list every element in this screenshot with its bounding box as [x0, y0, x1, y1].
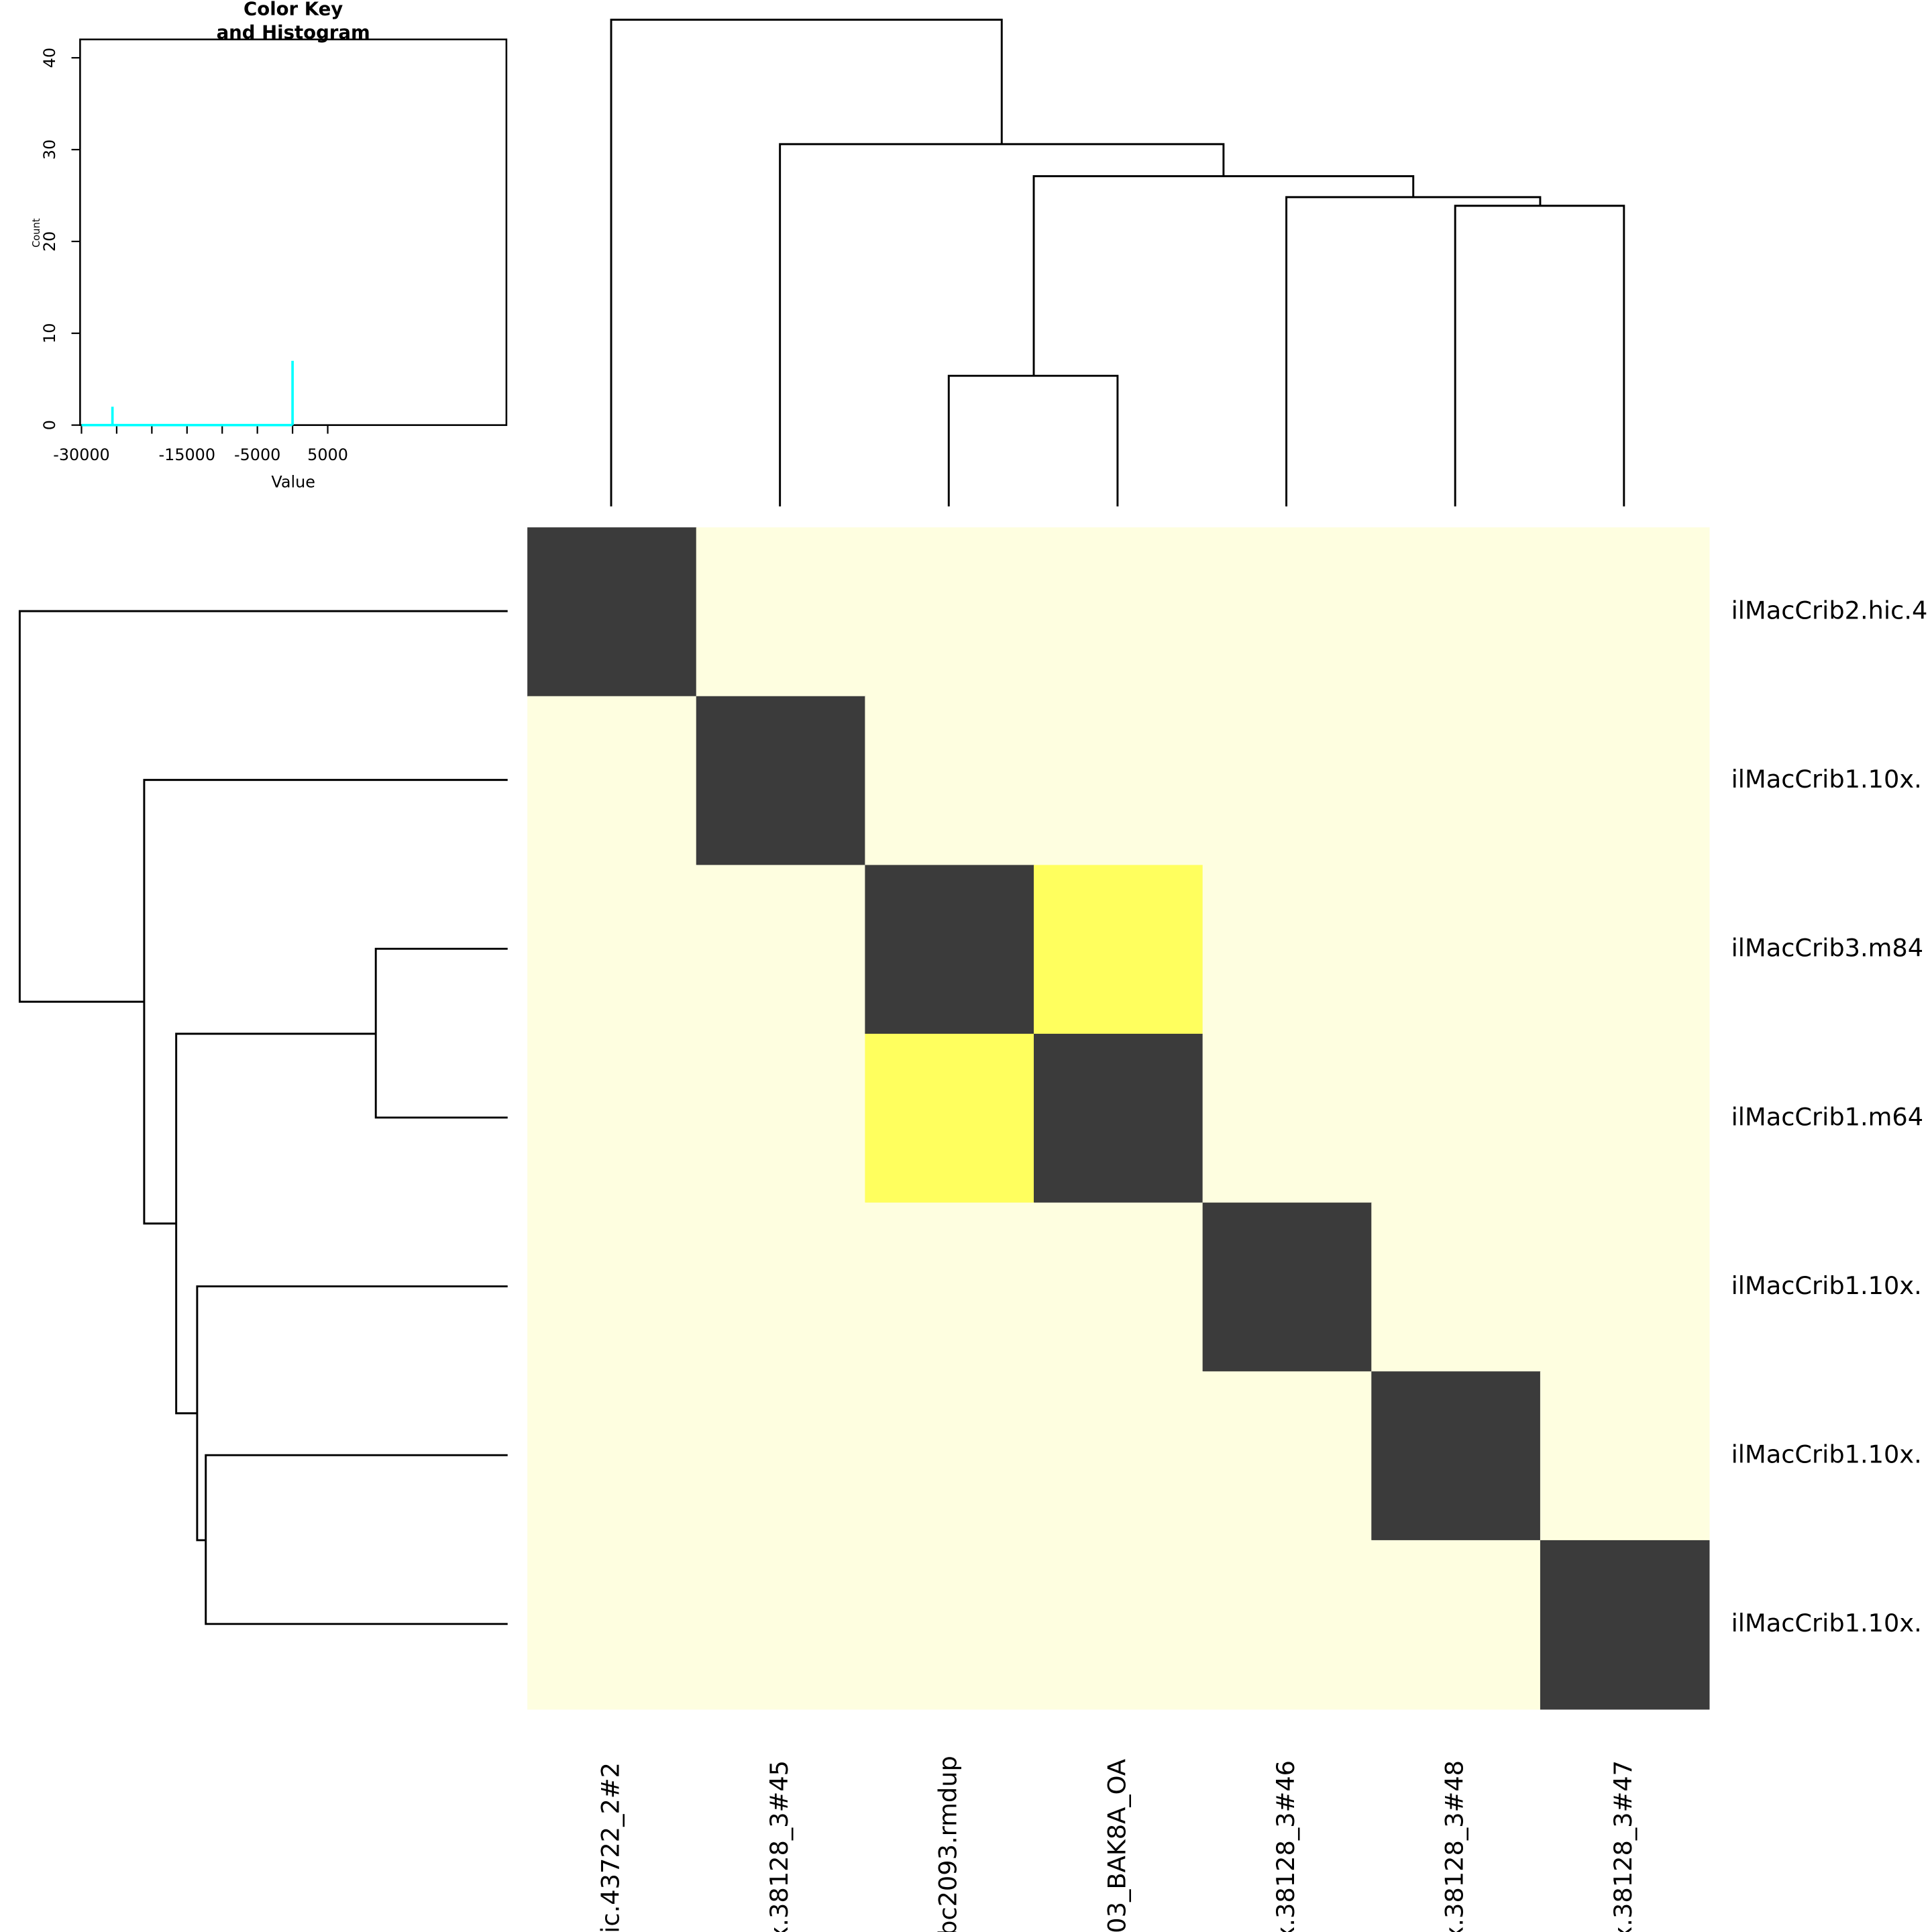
heatmap-cell — [865, 696, 1034, 866]
heatmap-cell — [865, 527, 1034, 697]
x-tick-label: 5000 — [307, 445, 348, 464]
heatmap-cell — [527, 1034, 697, 1203]
heatmap-cell — [1540, 527, 1710, 697]
heatmap-cell — [527, 1202, 697, 1373]
heatmap-cell — [696, 1371, 866, 1541]
heatmap-cell — [865, 865, 1034, 1034]
heatmap-cell — [1371, 696, 1541, 866]
heatmap-cell — [1202, 696, 1373, 866]
heatmap-cell — [1540, 696, 1710, 866]
heatmap-cell — [1540, 1540, 1710, 1710]
row-label: ilMacCrib1.m64 — [1731, 1102, 1924, 1131]
row-label: ilMacCrib1.10x. — [1731, 1271, 1922, 1300]
x-tick-label: -30000 — [53, 445, 110, 464]
heatmap-cell — [527, 865, 697, 1034]
heatmap-cell — [696, 1034, 866, 1203]
row-label: ilMacCrib1.10x. — [1731, 1609, 1922, 1638]
y-tick-label: 20 — [40, 231, 59, 252]
heatmap-cell — [1371, 865, 1541, 1034]
heatmap-cell — [1371, 1034, 1541, 1203]
heatmap-cell — [1034, 527, 1203, 697]
heatmap-cell — [1540, 1034, 1710, 1203]
heatmap-cell — [696, 527, 866, 697]
y-tick-label: 40 — [40, 48, 59, 68]
heatmap-cell — [696, 696, 866, 866]
key-xlabel: Value — [271, 473, 315, 492]
heatmap-cell — [1034, 1202, 1203, 1373]
heatmap-cell — [527, 1540, 697, 1710]
heatmap-cell — [1034, 696, 1203, 866]
heatmap-cell — [1202, 865, 1373, 1034]
x-tick-label: -5000 — [234, 445, 280, 464]
column-label: 0x.38128_3#45 — [765, 1760, 794, 1932]
heatmap-cell — [1540, 1371, 1710, 1541]
heatmap-cell — [696, 865, 866, 1034]
row-label: ilMacCrib2.hic.4 — [1731, 596, 1928, 625]
heatmap-cell — [696, 1202, 866, 1373]
y-tick-label: 0 — [40, 420, 59, 430]
heatmap-cell — [527, 1371, 697, 1541]
heatmap-cell — [1202, 527, 1373, 697]
heatmap-cell — [1540, 1202, 1710, 1373]
column-label: .hic.43722_2#2 — [596, 1762, 625, 1932]
heatmap-cell — [1371, 1540, 1541, 1710]
heatmap-cell — [1371, 527, 1541, 697]
heatmap-cell — [1034, 1034, 1203, 1203]
heatmap-cell — [696, 1540, 866, 1710]
column-label: .003_BAK8A_OA — [1102, 1759, 1131, 1932]
x-tick-label: -15000 — [159, 445, 216, 464]
heatmap-cell — [1202, 1202, 1373, 1373]
heatmap-cell — [1202, 1540, 1373, 1710]
heatmap-cell — [1540, 865, 1710, 1034]
column-label: s.bc2093.rmdup — [934, 1756, 963, 1932]
row-label: ilMacCrib1.10x. — [1731, 1440, 1922, 1469]
heatmap-cell — [1034, 1371, 1203, 1541]
column-label: 0x.38128_3#46 — [1271, 1760, 1300, 1932]
heatmap-cell — [1371, 1202, 1541, 1373]
heatmap-cell — [1202, 1034, 1373, 1203]
y-tick-label: 30 — [40, 140, 59, 160]
heatmap-cell — [865, 1540, 1034, 1710]
key-title: and Histogram — [217, 22, 370, 44]
row-dendrogram — [18, 610, 508, 1625]
heatmap-cell — [1202, 1371, 1373, 1541]
row-label: ilMacCrib1.10x. — [1731, 765, 1922, 794]
heatmap-cell — [527, 696, 697, 866]
row-label: ilMacCrib3.m84 — [1731, 934, 1924, 963]
key-ylabel: Count — [31, 218, 42, 248]
key-title: Color Key — [244, 0, 343, 20]
heatmap-cell — [527, 527, 697, 697]
column-label: 0x.38128_3#47 — [1609, 1760, 1638, 1932]
heatmap-cell — [1371, 1371, 1541, 1541]
heatmap-cell — [1034, 865, 1203, 1034]
heatmap-cell — [865, 1202, 1034, 1373]
column-label: 0x.38128_3#48 — [1440, 1760, 1469, 1932]
column-dendrogram — [610, 18, 1625, 506]
heatmap-cell — [865, 1371, 1034, 1541]
y-tick-label: 10 — [40, 323, 59, 343]
heatmap-cell — [1034, 1540, 1203, 1710]
heatmap-cell — [865, 1034, 1034, 1203]
